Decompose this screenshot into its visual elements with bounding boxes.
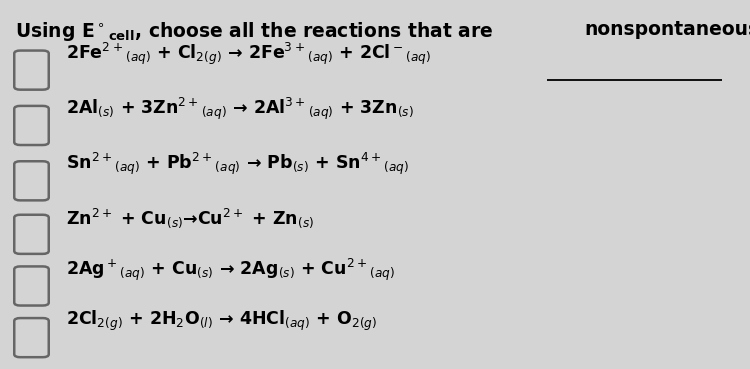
FancyBboxPatch shape xyxy=(14,106,49,145)
Text: Sn$^{2+}$$_{(aq)}$ + Pb$^{2+}$$_{(aq)}$ → Pb$_{(s)}$ + Sn$^{4+}$$_{(aq)}$: Sn$^{2+}$$_{(aq)}$ + Pb$^{2+}$$_{(aq)}$ … xyxy=(66,151,409,177)
FancyBboxPatch shape xyxy=(14,51,49,90)
Text: Zn$^{2+}$ + Cu$_{(s)}$→Cu$^{2+}$ + Zn$_{(s)}$: Zn$^{2+}$ + Cu$_{(s)}$→Cu$^{2+}$ + Zn$_{… xyxy=(66,206,314,230)
FancyBboxPatch shape xyxy=(14,266,49,306)
FancyBboxPatch shape xyxy=(14,161,49,200)
FancyBboxPatch shape xyxy=(14,318,49,357)
Text: 2Ag$^+$$_{(aq)}$ + Cu$_{(s)}$ → 2Ag$_{(s)}$ + Cu$^{2+}$$_{(aq)}$: 2Ag$^+$$_{(aq)}$ + Cu$_{(s)}$ → 2Ag$_{(s… xyxy=(66,256,395,283)
Text: 2Fe$^{2+}$$_{(aq)}$ + Cl$_{2(g)}$ → 2Fe$^{3+}$$_{(aq)}$ + 2Cl$^-$$_{(aq)}$: 2Fe$^{2+}$$_{(aq)}$ + Cl$_{2(g)}$ → 2Fe$… xyxy=(66,40,431,67)
Text: 2Al$_{(s)}$ + 3Zn$^{2+}$$_{(aq)}$ → 2Al$^{3+}$$_{(aq)}$ + 3Zn$_{(s)}$: 2Al$_{(s)}$ + 3Zn$^{2+}$$_{(aq)}$ → 2Al$… xyxy=(66,96,414,122)
FancyBboxPatch shape xyxy=(14,215,49,254)
Text: nonspontaneous.: nonspontaneous. xyxy=(585,20,750,39)
Text: 2Cl$_{2(g)}$ + 2H$_2$O$_{(l)}$ → 4HCl$_{(aq)}$ + O$_{2(g)}$: 2Cl$_{2(g)}$ + 2H$_2$O$_{(l)}$ → 4HCl$_{… xyxy=(66,309,377,333)
Text: Using E$^\circ$$_{\mathregular{cell}}$, choose all the reactions that are: Using E$^\circ$$_{\mathregular{cell}}$, … xyxy=(15,20,494,43)
Text: nonspontaneous: nonspontaneous xyxy=(585,20,750,39)
